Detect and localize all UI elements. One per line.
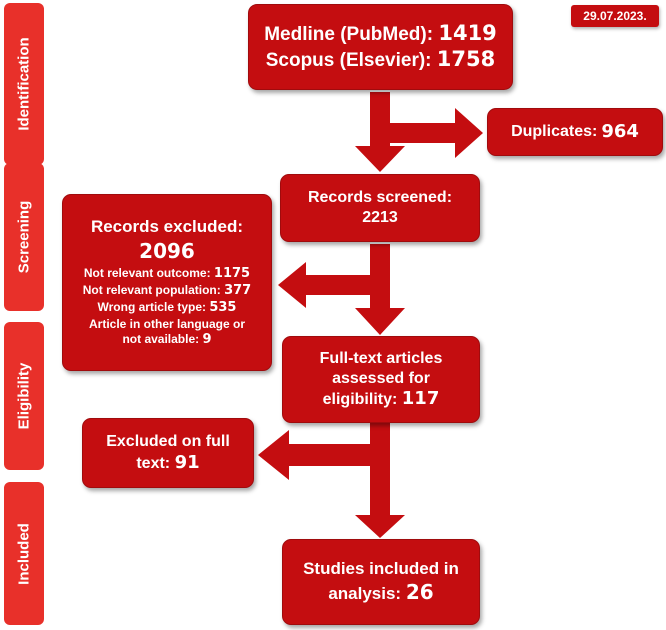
reason-article-type: Wrong article type: 535: [98, 300, 237, 317]
scopus-label: Scopus (Elsevier):: [265, 50, 437, 71]
reason-outcome-count: 1175: [213, 265, 251, 281]
date-badge: 29.07.2023.: [571, 5, 659, 27]
reason-outcome-label: Not relevant outcome:: [83, 265, 214, 280]
excluded-fulltext-line2: text: 91: [136, 452, 199, 474]
reason-not-available-count: 9: [202, 332, 212, 348]
fulltext-line1: Full-text articles: [319, 350, 443, 367]
stage-identification-label: Identification: [15, 37, 33, 131]
reason-population-count: 377: [224, 282, 252, 298]
duplicates-box: Duplicates: 964: [487, 108, 663, 156]
included-analysis-label: analysis:: [328, 584, 406, 603]
records-excluded-title: Records excluded:: [90, 216, 244, 236]
duplicates-count: 964: [601, 121, 639, 143]
fulltext-eligibility-label: eligibility:: [322, 391, 402, 409]
fulltext-line2: assessed for: [332, 369, 430, 387]
excluded-fulltext-label: text:: [136, 454, 175, 472]
arrow-to-duplicates: [390, 108, 483, 158]
arrow-screened-to-fulltext: [355, 244, 405, 335]
reason-language-label: Article in other language or: [88, 316, 246, 331]
scopus-line: Scopus (Elsevier): 1758: [266, 47, 496, 73]
medline-label: Medline (PubMed):: [264, 24, 439, 46]
reason-not-available-label: not available:: [122, 332, 203, 347]
stage-included: Included: [4, 482, 44, 625]
included-line2: analysis: 26: [328, 580, 433, 605]
reason-article-type-count: 535: [209, 299, 237, 315]
excluded-fulltext-box: Excluded on full text: 91: [82, 418, 254, 488]
scopus-count: 1758: [436, 47, 496, 71]
records-screened-count: 2213: [362, 209, 398, 226]
stage-eligibility-label: Eligibility: [15, 362, 33, 430]
arrow-identification-to-screened: [355, 92, 405, 172]
fulltext-line3: eligibility: 117: [323, 388, 440, 410]
excluded-fulltext-line1: Excluded on full: [106, 433, 230, 451]
duplicates-label: Duplicates:: [511, 123, 598, 141]
reason-language-line2: not available: 9: [122, 332, 211, 349]
arrow-to-records-excluded: [278, 262, 370, 308]
arrow-fulltext-to-included: [355, 423, 405, 538]
records-screened-label: Records screened:: [307, 189, 453, 207]
stage-screening: Screening: [4, 163, 44, 311]
stage-included-label: Included: [15, 522, 33, 585]
medline-line: Medline (PubMed): 1419: [264, 21, 497, 47]
excluded-fulltext-count: 91: [174, 451, 200, 473]
reason-article-type-label: Wrong article type:: [97, 299, 210, 314]
studies-included-box: Studies included in analysis: 26: [282, 539, 480, 625]
identification-box: Medline (PubMed): 1419 Scopus (Elsevier)…: [248, 4, 513, 90]
included-line1: Studies included in: [303, 559, 459, 579]
medline-count: 1419: [438, 21, 497, 46]
fulltext-count: 117: [401, 388, 440, 410]
stage-eligibility: Eligibility: [4, 322, 44, 470]
fulltext-assessed-box: Full-text articles assessed for eligibil…: [282, 336, 480, 423]
reason-population: Not relevant population: 377: [83, 283, 251, 300]
reason-outcome: Not relevant outcome: 1175: [84, 266, 250, 283]
records-excluded-box: Records excluded: 2096 Not relevant outc…: [62, 194, 272, 371]
arrow-to-excluded-fulltext: [258, 430, 370, 480]
reason-language-line1: Article in other language or: [89, 317, 245, 333]
stage-screening-label: Screening: [15, 200, 33, 274]
reason-population-label: Not relevant population:: [82, 282, 225, 297]
records-screened-box: Records screened: 2213: [280, 174, 480, 242]
records-excluded-total: 2096: [139, 238, 195, 263]
included-count: 26: [405, 580, 434, 604]
stage-identification: Identification: [4, 3, 44, 165]
